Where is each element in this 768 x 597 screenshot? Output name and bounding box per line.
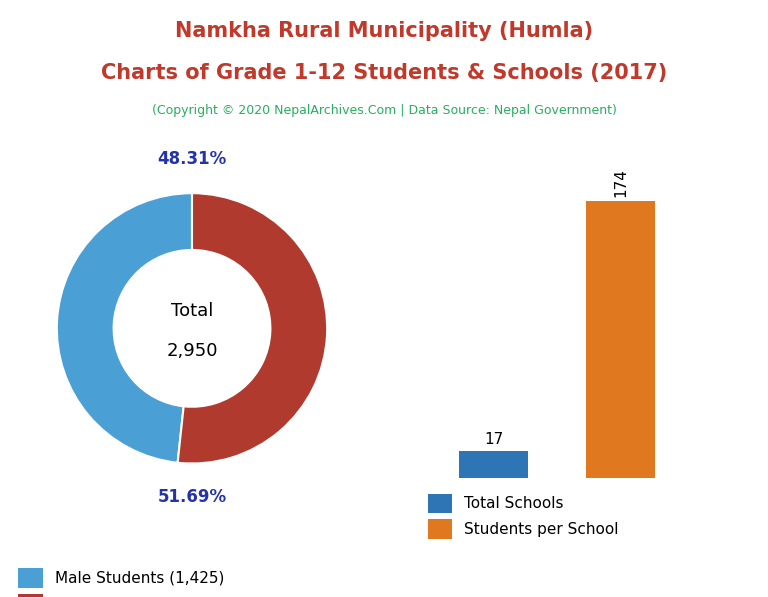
Text: Total: Total [170, 301, 214, 320]
Legend: Total Schools, Students per School: Total Schools, Students per School [423, 489, 624, 543]
Text: 174: 174 [613, 168, 628, 198]
Text: 2,950: 2,950 [166, 342, 218, 361]
Text: 17: 17 [484, 432, 503, 447]
Wedge shape [177, 193, 327, 463]
Text: Charts of Grade 1-12 Students & Schools (2017): Charts of Grade 1-12 Students & Schools … [101, 63, 667, 83]
Text: (Copyright © 2020 NepalArchives.Com | Data Source: Nepal Government): (Copyright © 2020 NepalArchives.Com | Da… [151, 104, 617, 118]
Bar [585, 201, 655, 478]
Bar [458, 451, 528, 478]
Text: 48.31%: 48.31% [157, 150, 227, 168]
Legend: Male Students (1,425), Female Students (1,525): Male Students (1,425), Female Students (… [14, 564, 248, 597]
Text: 51.69%: 51.69% [157, 488, 227, 506]
Text: Namkha Rural Municipality (Humla): Namkha Rural Municipality (Humla) [175, 21, 593, 41]
Wedge shape [57, 193, 192, 463]
